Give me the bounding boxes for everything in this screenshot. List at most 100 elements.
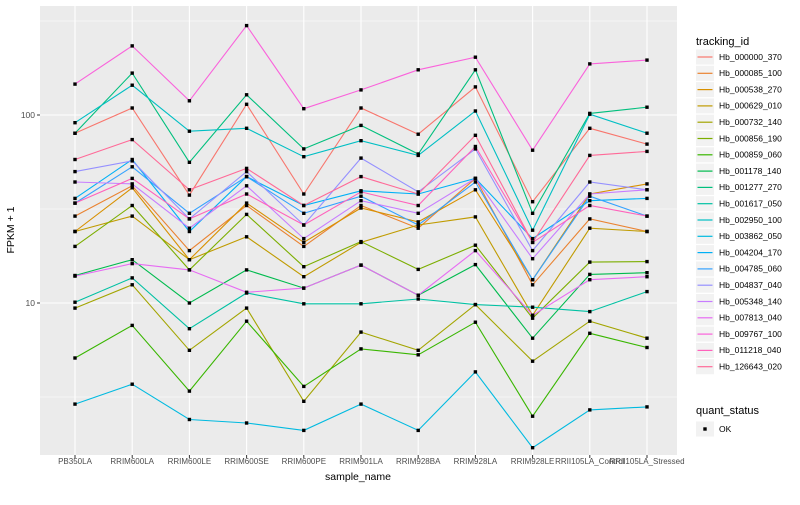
legend-item: Hb_007813_040 xyxy=(696,310,782,326)
data-point xyxy=(473,85,478,89)
data-point xyxy=(302,244,306,249)
data-point xyxy=(244,174,249,179)
data-point xyxy=(473,133,478,137)
data-point xyxy=(416,297,420,301)
legend-label: Hb_126643_020 xyxy=(719,362,782,372)
data-point xyxy=(244,126,249,130)
data-point xyxy=(73,274,77,278)
legend-label: Hb_001277_270 xyxy=(719,182,782,192)
data-point xyxy=(244,102,249,106)
data-point xyxy=(588,126,592,130)
data-point xyxy=(645,182,649,186)
legend-item: Hb_000629_010 xyxy=(696,98,782,114)
data-point xyxy=(244,23,249,28)
data-point xyxy=(416,223,420,227)
legend-label: OK xyxy=(719,424,732,434)
data-point xyxy=(473,262,478,267)
data-point xyxy=(130,159,134,163)
plot-panel-background xyxy=(40,6,677,455)
data-point xyxy=(473,68,478,72)
data-point xyxy=(359,402,363,406)
data-point xyxy=(416,428,420,433)
data-point xyxy=(244,212,249,217)
data-point xyxy=(473,144,478,149)
data-point xyxy=(130,382,134,386)
legend-item: Hb_000859_060 xyxy=(696,147,782,163)
legend-item: Hb_005348_140 xyxy=(696,294,782,309)
data-point xyxy=(302,236,306,241)
data-point xyxy=(359,123,363,128)
data-point xyxy=(473,176,478,181)
data-point xyxy=(130,186,134,190)
legend-item: Hb_002950_100 xyxy=(696,212,782,228)
x-tick-label: RRII105LA_Control xyxy=(555,457,625,466)
data-point xyxy=(244,319,249,323)
data-point xyxy=(302,203,306,208)
data-point xyxy=(302,428,306,433)
data-point xyxy=(130,176,134,181)
legend-label: Hb_000629_010 xyxy=(719,101,782,111)
data-point xyxy=(187,160,192,164)
axis-ticks xyxy=(37,114,648,458)
data-point xyxy=(416,203,420,208)
data-point xyxy=(473,302,478,307)
data-point xyxy=(645,259,649,264)
legend-title-tracking-id: tracking_id xyxy=(696,36,749,48)
data-point xyxy=(73,196,77,201)
data-point xyxy=(530,211,535,215)
data-point xyxy=(302,286,306,290)
data-point xyxy=(244,184,249,188)
x-tick-label: RRIM928BA xyxy=(396,457,441,466)
legend-item: Hb_000732_140 xyxy=(696,114,782,130)
data-point xyxy=(187,258,192,262)
data-point xyxy=(588,194,592,198)
data-point xyxy=(187,348,192,352)
data-point xyxy=(187,99,192,103)
data-point xyxy=(130,214,134,218)
data-point xyxy=(645,229,649,234)
data-point xyxy=(645,188,649,192)
x-tick-label: RRII105LA_Stressed xyxy=(609,457,684,466)
data-point xyxy=(130,323,134,328)
data-point xyxy=(187,226,192,230)
data-point xyxy=(588,62,592,66)
data-point xyxy=(416,226,420,230)
legend-label: Hb_004837_040 xyxy=(719,280,782,290)
data-point xyxy=(244,203,249,208)
legend-item: Hb_001178_140 xyxy=(696,163,782,179)
data-point xyxy=(645,336,649,340)
legend-label: Hb_001178_140 xyxy=(719,166,782,176)
data-point xyxy=(359,190,363,194)
data-point xyxy=(359,302,363,306)
data-point xyxy=(244,235,249,239)
data-point xyxy=(359,194,363,198)
legend-item: Hb_000085_100 xyxy=(696,65,782,81)
data-point xyxy=(73,201,77,205)
legend-item: Hb_001617_050 xyxy=(696,196,782,212)
data-point xyxy=(645,196,649,201)
data-point xyxy=(530,248,535,253)
data-point xyxy=(645,131,649,135)
data-point xyxy=(416,68,420,72)
data-point xyxy=(73,131,77,135)
data-point xyxy=(130,203,134,208)
data-point xyxy=(530,316,535,320)
data-point xyxy=(473,188,478,192)
data-point xyxy=(302,155,306,159)
y-tick-label: 10 xyxy=(26,298,36,308)
data-point xyxy=(130,165,134,169)
data-point xyxy=(130,83,134,87)
data-point xyxy=(73,82,77,86)
legend-label: Hb_007813_040 xyxy=(719,313,782,323)
data-point xyxy=(645,271,649,275)
data-point xyxy=(473,320,478,324)
legend-key-point xyxy=(703,427,707,431)
data-point xyxy=(416,132,420,136)
data-point xyxy=(416,192,420,196)
legend-item: Hb_003862_050 xyxy=(696,228,782,244)
data-point xyxy=(359,199,363,203)
legend-label: Hb_005348_140 xyxy=(719,296,782,306)
data-point xyxy=(73,300,77,304)
data-point xyxy=(130,276,134,280)
